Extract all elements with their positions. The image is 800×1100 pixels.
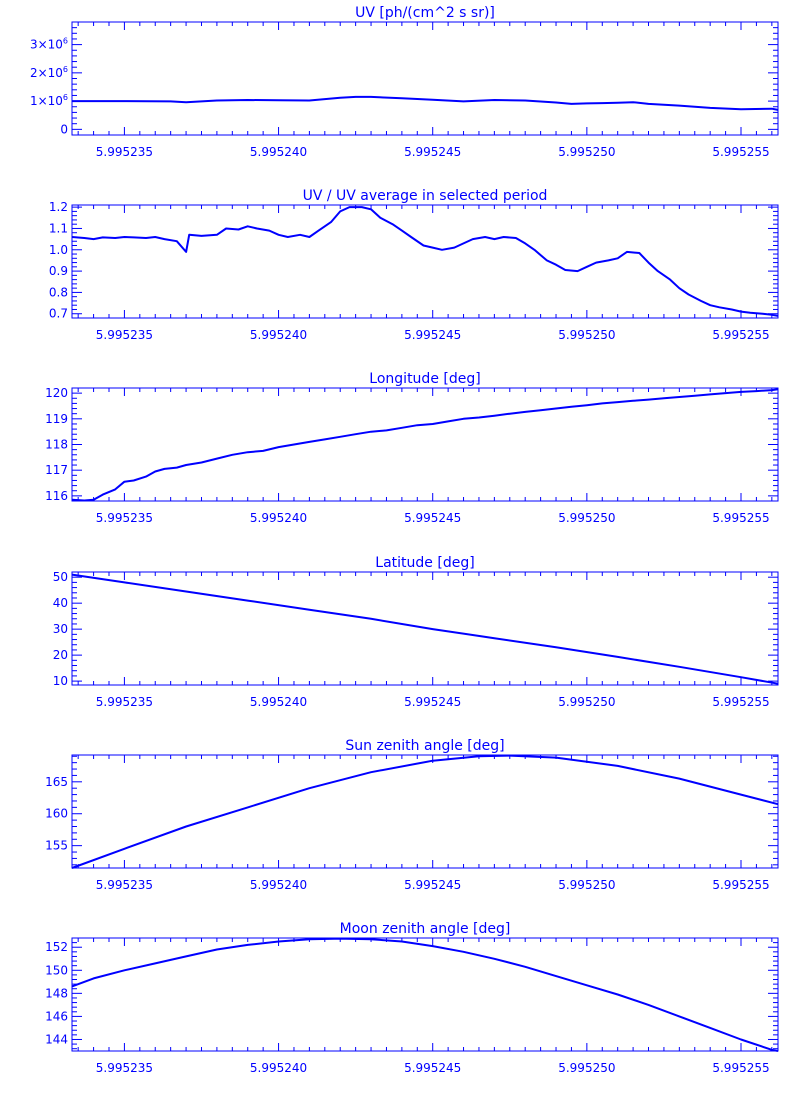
y-tick-label: 165 — [45, 775, 68, 789]
y-tick-label: 10 — [53, 674, 68, 688]
y-tick-label: 20 — [53, 648, 68, 662]
y-tick-label-exponent: 6 — [63, 93, 68, 102]
plot-frame — [71, 204, 779, 319]
plot-frame — [71, 937, 779, 1052]
x-tick-label: 5.995235 — [96, 695, 153, 709]
x-tick-label: 5.995240 — [250, 511, 307, 525]
series-line — [71, 388, 779, 502]
series-line — [72, 95, 779, 111]
y-tick-label: 30 — [53, 622, 68, 636]
panel-uv: UV [ph/(cm^2 s sr)] 5.995235 5.995240 5.995… — [30, 5, 779, 159]
x-tick-label: 5.995240 — [250, 1061, 307, 1075]
panel-title: Longitude [deg] — [369, 371, 480, 387]
panel-latitude: Latitude [deg] 5.995235 5.995240 5.995245 5.… — [53, 555, 779, 709]
plot-frame — [71, 754, 779, 869]
plot-frame — [71, 387, 779, 502]
plot-frame — [71, 21, 779, 136]
y-tick-label: 0.9 — [49, 264, 68, 278]
y-tick-label: 1×106 — [30, 93, 68, 108]
x-tick-label: 5.995240 — [250, 328, 307, 342]
x-tick-label: 5.995250 — [558, 1061, 615, 1075]
x-tick-label: 5.995235 — [96, 145, 153, 159]
y-tick-label: 50 — [53, 570, 68, 584]
x-tick-label: 5.995255 — [712, 145, 769, 159]
y-tick-label: 118 — [45, 438, 68, 452]
x-tick-label: 5.995245 — [404, 695, 461, 709]
panel-moon-zenith: Moon zenith angle [deg] 5.995235 5.995240 5… — [45, 921, 779, 1075]
x-tick-label: 5.995245 — [404, 511, 461, 525]
x-tick-label: 5.995245 — [404, 145, 461, 159]
y-tick-label: 3×106 — [30, 37, 68, 52]
y-tick-label: 2×106 — [30, 65, 68, 80]
y-tick-label-base: 3×10 — [30, 38, 63, 52]
x-tick-label: 5.995235 — [96, 511, 153, 525]
y-tick-label: 1.2 — [49, 200, 68, 214]
y-tick-label: 1.0 — [49, 243, 68, 257]
y-tick-label: 144 — [45, 1032, 68, 1046]
x-tick-label: 5.995240 — [250, 878, 307, 892]
y-tick-label: 0 — [60, 122, 68, 136]
x-tick-label: 5.995240 — [250, 145, 307, 159]
y-tick-label: 0.8 — [49, 285, 68, 299]
x-tick-label: 5.995255 — [712, 878, 769, 892]
y-tick-label-exponent: 6 — [63, 65, 68, 74]
x-tick-label: 5.995255 — [712, 328, 769, 342]
series-line — [71, 937, 779, 1052]
y-tick-label: 120 — [45, 386, 68, 400]
series-line — [71, 754, 779, 869]
y-tick-label-base: 1×10 — [30, 94, 63, 108]
y-tick-label: 117 — [45, 463, 68, 477]
y-tick-label-base: 0 — [60, 122, 68, 136]
x-tick-label: 5.995250 — [558, 328, 615, 342]
x-tick-label: 5.995235 — [96, 1061, 153, 1075]
y-tick-label: 146 — [45, 1009, 68, 1023]
y-tick-label: 160 — [45, 807, 68, 821]
x-tick-label: 5.995250 — [558, 511, 615, 525]
x-tick-label: 5.995250 — [558, 695, 615, 709]
x-tick-label: 5.995250 — [558, 145, 615, 159]
x-tick-label: 5.995245 — [404, 328, 461, 342]
y-tick-label-base: 2×10 — [30, 66, 63, 80]
x-tick-label: 5.995255 — [712, 511, 769, 525]
y-tick-label: 0.7 — [49, 307, 68, 321]
series-line — [71, 573, 779, 685]
panel-title: Moon zenith angle [deg] — [340, 921, 511, 937]
y-tick-label: 150 — [45, 963, 68, 977]
x-tick-label: 5.995245 — [404, 878, 461, 892]
x-tick-label: 5.995235 — [96, 878, 153, 892]
y-tick-label: 155 — [45, 839, 68, 853]
panel-title: Sun zenith angle [deg] — [345, 738, 504, 754]
panel-sun-zenith: Sun zenith angle [deg] 5.995235 5.995240 5.… — [45, 738, 779, 892]
panel-uv-ratio: UV / UV average in selected period 5.9952… — [49, 188, 779, 342]
x-tick-label: 5.995240 — [250, 695, 307, 709]
y-tick-label: 1.1 — [49, 221, 68, 235]
series-line — [71, 206, 779, 317]
y-tick-label: 116 — [45, 489, 68, 503]
y-tick-label: 40 — [53, 596, 68, 610]
panel-longitude: Longitude [deg] 5.995235 5.995240 5.995245 5… — [45, 371, 779, 525]
x-tick-label: 5.995250 — [558, 878, 615, 892]
plot-frame — [71, 571, 779, 686]
panel-title: UV / UV average in selected period — [303, 188, 548, 204]
y-tick-label-exponent: 6 — [63, 37, 68, 46]
y-tick-label: 148 — [45, 986, 68, 1000]
panel-title: UV [ph/(cm^2 s sr)] — [355, 5, 495, 21]
x-tick-label: 5.995255 — [712, 1061, 769, 1075]
y-tick-label: 119 — [45, 412, 68, 426]
y-tick-label: 152 — [45, 940, 68, 954]
panel-title: Latitude [deg] — [375, 555, 474, 571]
x-tick-label: 5.995235 — [96, 328, 153, 342]
x-tick-label: 5.995245 — [404, 1061, 461, 1075]
x-tick-label: 5.995255 — [712, 695, 769, 709]
